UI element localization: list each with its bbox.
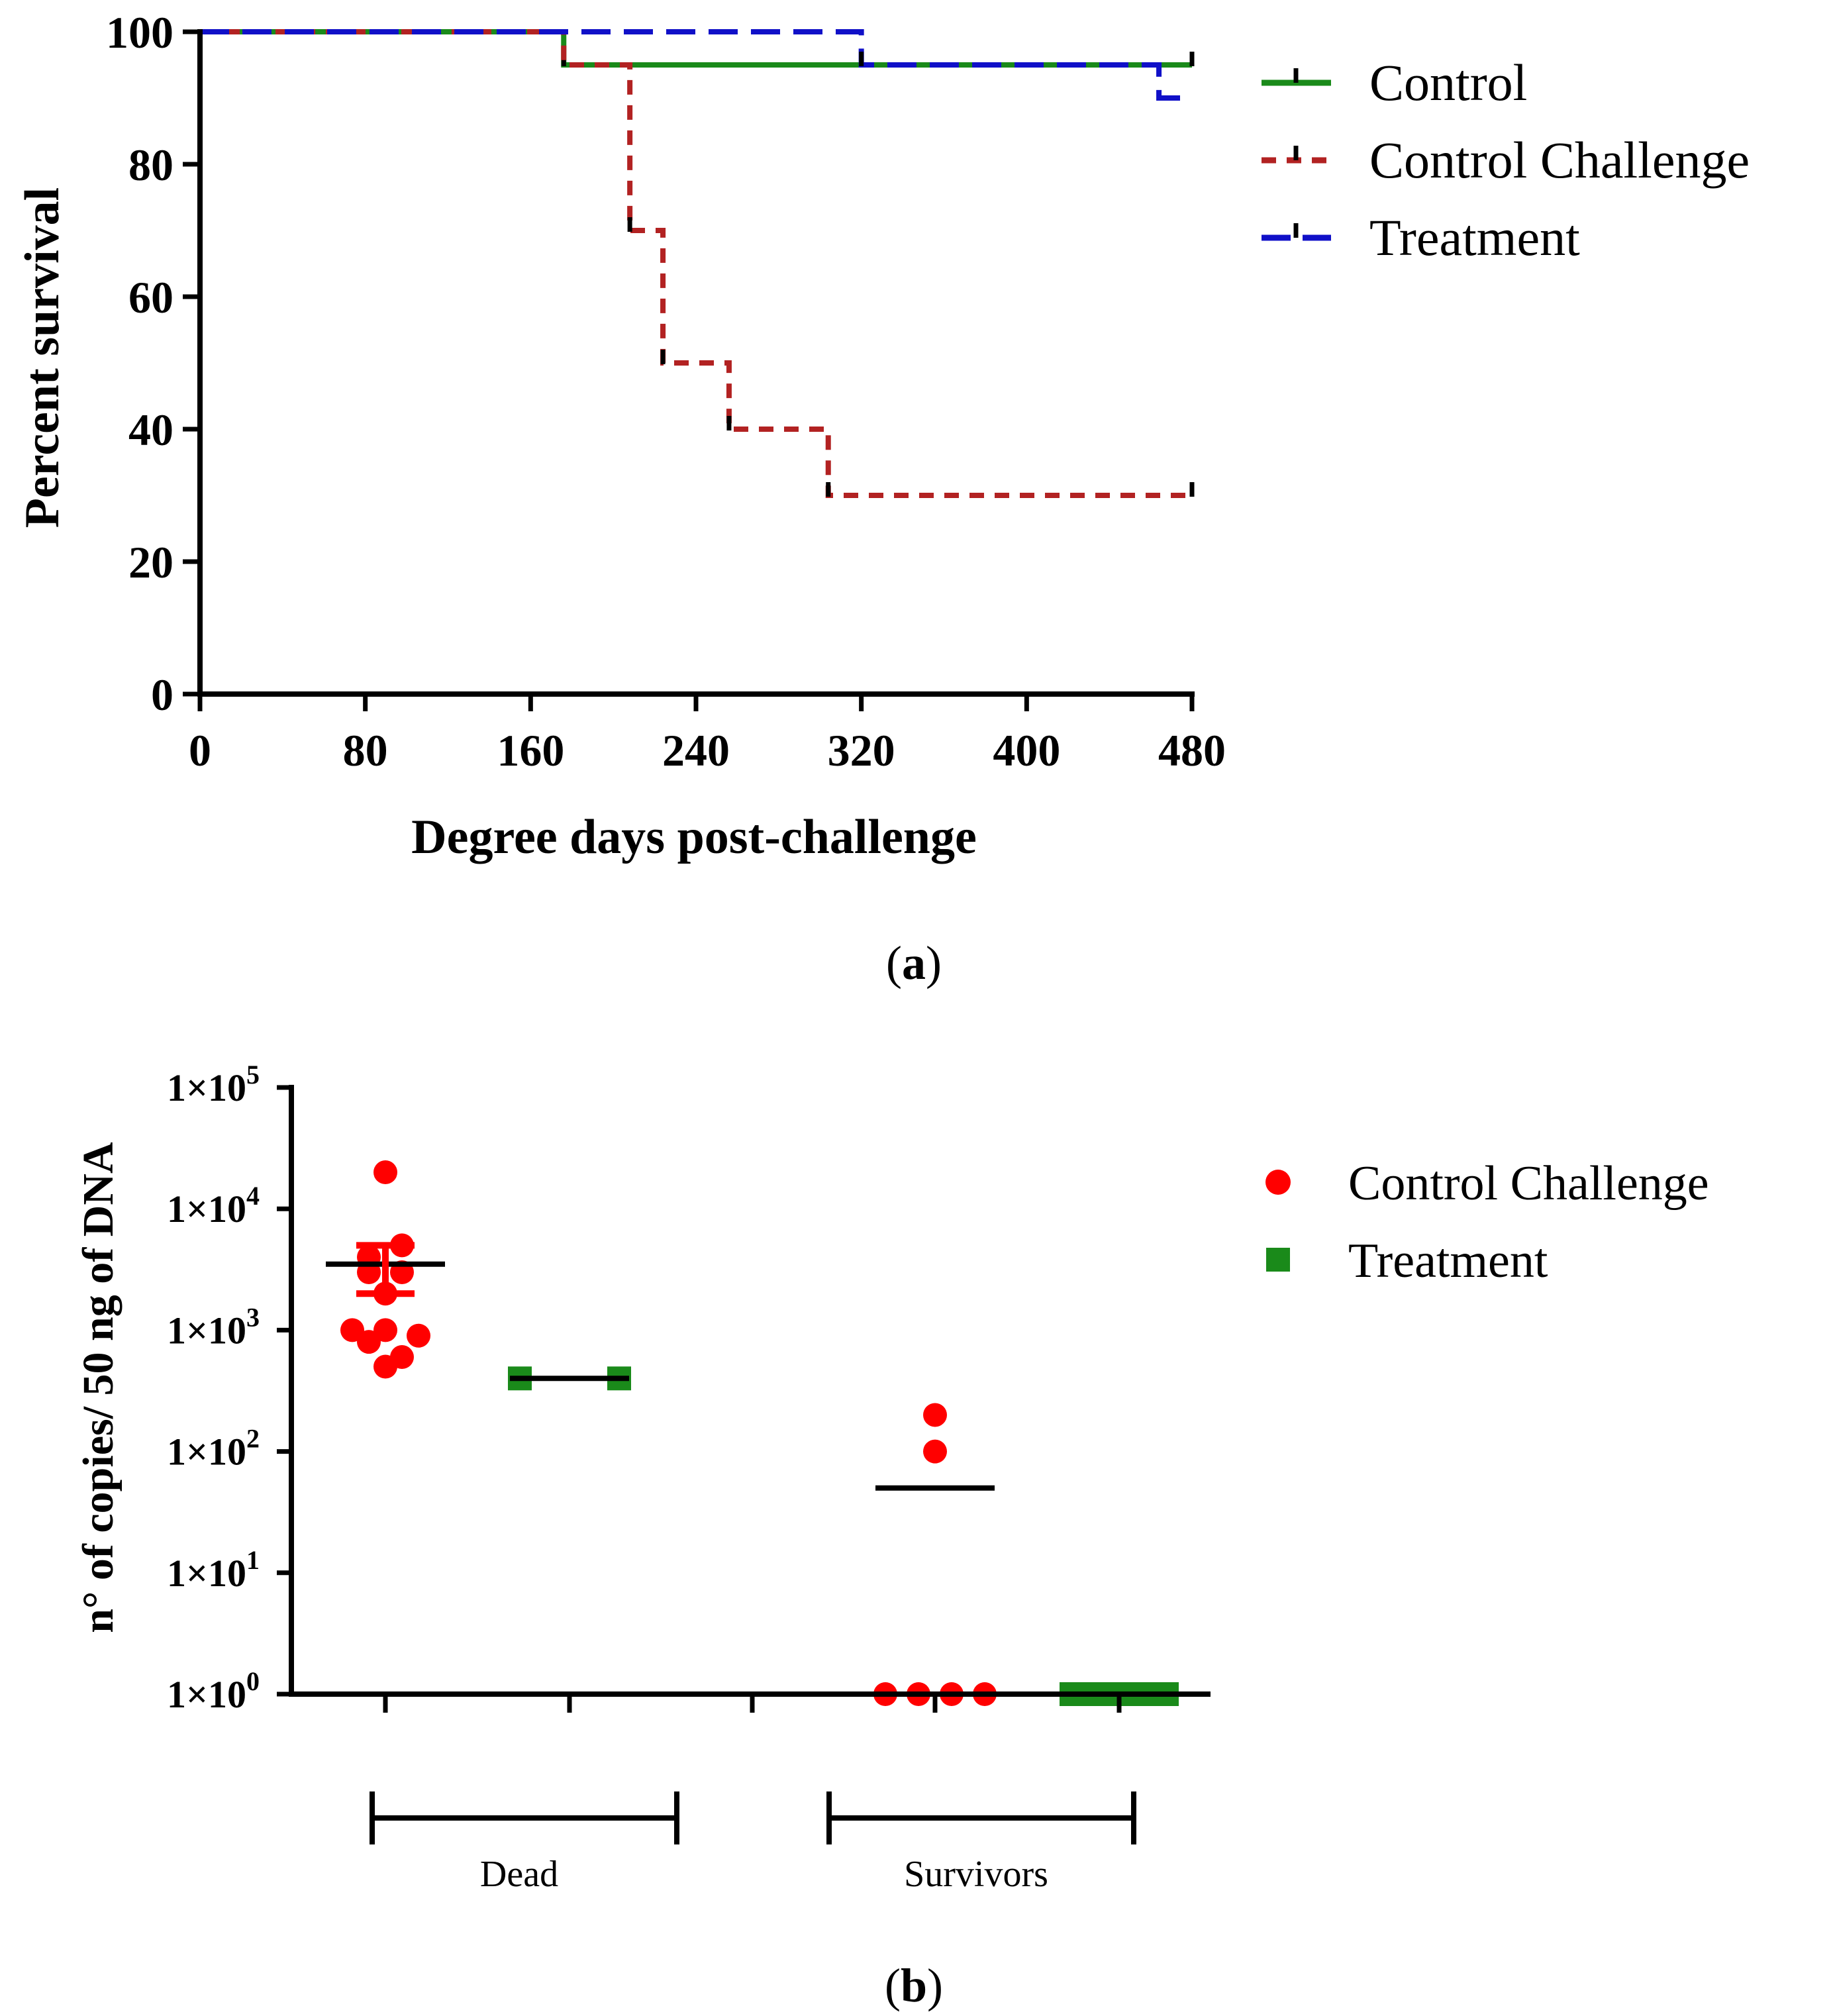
survival-line-control-challenge [200,29,1192,498]
legend-label-treatment: Treatment [1369,209,1580,266]
survival-plot-area [200,29,1195,498]
copies-plot-area [326,1160,1179,1706]
copies-y-tick-label: 1×101 [167,1545,260,1595]
copies-y-tick-base: 1×10 [167,1309,246,1352]
data-point-control-challenge [390,1345,414,1370]
copies-y-tick-base: 1×10 [167,1552,246,1595]
copies-group-brackets: Dead Survivors [370,1791,1136,1895]
copies-y-tick-exponent: 4 [246,1181,260,1211]
legend-label-control-challenge: Control Challenge [1369,131,1750,189]
survival-y-tick-label: 20 [128,537,173,587]
legend-label-control-challenge: Control Challenge [1348,1156,1709,1211]
copies-axes [277,1085,1211,1713]
copies-y-tick-label: 1×102 [167,1424,260,1474]
survival-x-tick-label: 320 [828,725,895,776]
data-point-control-challenge [407,1323,430,1348]
copies-y-tick-exponent: 3 [246,1302,260,1332]
panel-label-b: (b) [885,1959,943,2012]
survival-y-tick-label: 60 [128,272,173,323]
survival-y-tick-label: 0 [151,670,173,720]
copies-y-axis-label: n° of copies/ 50 ng of DNA [74,1142,123,1633]
survival-axes [183,29,1195,711]
survival-x-tick-label: 0 [189,725,211,776]
data-point-control-challenge [923,1439,947,1464]
data-point-control-challenge [357,1330,381,1354]
legend-marker-treatment [1266,1248,1290,1272]
copies-legend: Control Challenge Treatment [1265,1156,1709,1288]
survival-y-tick-label: 100 [106,7,173,58]
survival-x-tick-label: 80 [343,725,388,776]
copies-y-tick-label: 1×105 [167,1060,260,1109]
group-label-survivors: Survivors [904,1854,1048,1895]
copies-y-tick-base: 1×10 [167,1431,246,1474]
copies-y-tick-label: 1×104 [167,1181,260,1231]
survival-x-tick-label: 480 [1158,725,1226,776]
copies-y-tick-label: 1×100 [167,1666,260,1716]
group-label-dead: Dead [480,1854,558,1895]
survival-x-tick-label: 160 [497,725,564,776]
legend-marker-control-challenge [1265,1170,1291,1195]
survival-y-axis-label: Percent survival [15,187,70,528]
survival-x-tick-label: 400 [993,725,1060,776]
data-point-control-challenge [923,1403,947,1427]
copies-y-tick-base: 1×10 [167,1066,246,1109]
data-point-control-challenge [340,1318,364,1342]
survival-x-tick-label: 240 [662,725,730,776]
copies-y-tick-exponent: 2 [246,1424,260,1454]
survival-legend: Control Control Challenge Treatment [1262,54,1750,266]
panel-label-a: (a) [886,936,942,989]
survival-chart: 0 20 40 60 80 100 0 80 160 240 320 400 480 Degree da… [15,7,1750,989]
survival-y-tick-label: 80 [128,140,173,190]
copies-y-tick-label: 1×103 [167,1302,260,1352]
copies-y-tick-base: 1×10 [167,1187,246,1231]
legend-label-control: Control [1369,54,1527,111]
survival-tick-labels: 0 20 40 60 80 100 0 80 160 240 320 400 480 [106,7,1226,776]
survival-line-treatment [200,29,1192,101]
data-point-control-challenge [373,1318,397,1342]
copies-y-tick-exponent: 0 [246,1666,260,1696]
data-point-control-challenge [373,1160,397,1185]
survival-x-axis-label: Degree days post-challenge [411,810,977,864]
survival-line-control [200,29,1192,68]
panel-label-b-letter: b [901,1959,927,2012]
copies-y-tick-base: 1×10 [167,1673,246,1716]
survival-y-tick-label: 40 [128,405,173,455]
copies-y-tick-exponent: 1 [246,1545,260,1575]
panel-label-a-letter: a [902,936,926,989]
copies-y-tick-exponent: 5 [246,1060,260,1089]
legend-label-treatment: Treatment [1348,1234,1548,1288]
